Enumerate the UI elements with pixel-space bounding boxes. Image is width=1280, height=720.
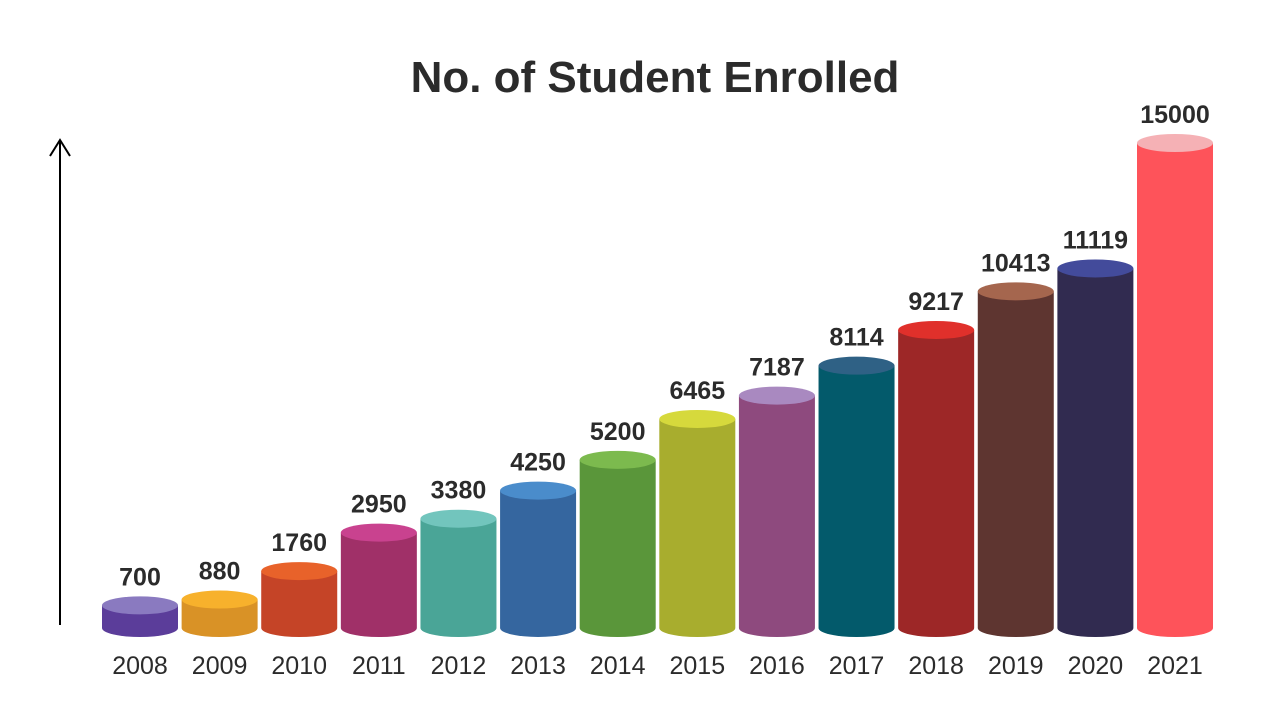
value-label: 2950 (351, 491, 407, 519)
value-label: 10413 (981, 249, 1051, 277)
bar-top (1137, 134, 1213, 152)
x-tick-label: 2014 (590, 652, 646, 680)
bar-body (579, 459, 656, 637)
bar-body (898, 329, 975, 637)
value-label: 9217 (908, 288, 964, 316)
axis-arrow-head (49, 138, 71, 157)
value-label: 700 (119, 563, 161, 591)
bar-body (1137, 143, 1213, 637)
bar-top (500, 481, 577, 500)
value-label: 15000 (1140, 101, 1210, 129)
bar-top (818, 356, 895, 375)
bar-top (340, 523, 417, 542)
x-tick-label: 2020 (1068, 652, 1124, 680)
x-tick-label: 2016 (749, 652, 805, 680)
bar-top (420, 509, 497, 528)
x-tick-label: 2013 (510, 652, 566, 680)
bar-body (420, 518, 497, 637)
bar-body (977, 291, 1054, 637)
bar-top (738, 386, 815, 405)
value-label: 3380 (431, 477, 487, 505)
value-label: 880 (199, 558, 241, 586)
value-label: 5200 (590, 418, 646, 446)
x-tick-label: 2009 (192, 652, 248, 680)
bar-body (181, 599, 258, 637)
x-tick-label: 2010 (271, 652, 327, 680)
x-tick-label: 2012 (431, 652, 487, 680)
x-tick-label: 2018 (908, 652, 964, 680)
value-label: 1760 (271, 529, 327, 557)
x-tick-label: 2008 (112, 652, 168, 680)
x-tick-label: 2019 (988, 652, 1044, 680)
bar-body (261, 571, 338, 637)
value-label: 8114 (829, 324, 883, 352)
bar-body (738, 395, 815, 637)
chart-title: No. of Student Enrolled (411, 53, 900, 102)
x-tick-label: 2015 (669, 652, 725, 680)
bar-top (659, 409, 736, 428)
x-tick-label: 2017 (829, 652, 885, 680)
x-tick-label: 2011 (352, 652, 406, 680)
bar-top (261, 562, 338, 581)
bar-body (340, 532, 417, 637)
value-label: 7187 (749, 354, 805, 382)
bar-top (977, 282, 1054, 301)
value-label: 11119 (1063, 226, 1128, 254)
bar-body (500, 490, 577, 637)
bar-top (1057, 259, 1134, 278)
bar-top (181, 590, 258, 609)
x-tick-label: 2021 (1147, 652, 1203, 680)
value-label: 6465 (669, 377, 725, 405)
bar-top (102, 596, 178, 615)
bar-top (898, 320, 975, 339)
bar-body (102, 605, 178, 637)
bar-body (1057, 268, 1134, 637)
bar-body (818, 365, 895, 637)
bar-top (579, 450, 656, 469)
bar-body (659, 418, 736, 637)
value-label: 4250 (510, 449, 566, 477)
